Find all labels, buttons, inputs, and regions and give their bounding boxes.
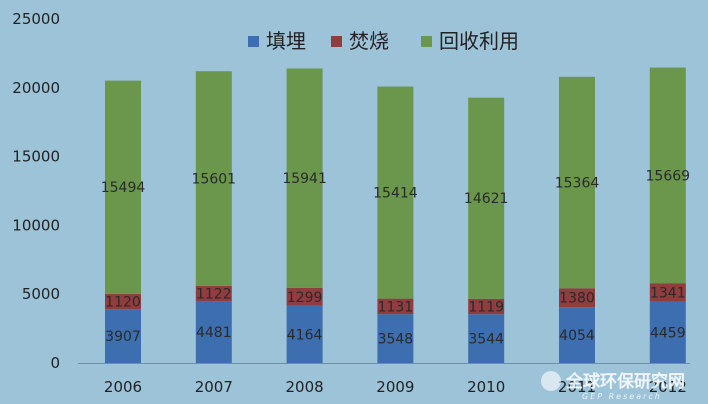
data-label: 15414 (373, 186, 418, 202)
x-axis: 2006 2007 2008 2009 2010 2011 2012 (78, 363, 690, 396)
bar-segment (286, 305, 323, 363)
legend-label: 焚烧 (349, 29, 389, 53)
x-tick-label: 2007 (195, 378, 233, 396)
bar-segment (286, 287, 323, 306)
x-tick-label: 2010 (467, 378, 505, 396)
watermark-subtext: GEP Research (582, 392, 662, 401)
data-label: 15941 (282, 171, 327, 187)
data-label: 1299 (287, 290, 323, 306)
data-label: 3907 (105, 329, 141, 345)
x-tick-label: 2009 (376, 378, 414, 396)
data-label: 1119 (468, 300, 504, 316)
data-label: 15669 (646, 168, 691, 184)
data-label: 4054 (559, 328, 595, 344)
data-label: 15494 (101, 180, 146, 196)
bar-segment (105, 309, 141, 363)
bar-segment (377, 86, 414, 299)
legend-swatch (421, 36, 432, 47)
data-label: 1131 (378, 299, 414, 315)
bar-segment (286, 68, 323, 288)
bar-segment (377, 298, 414, 315)
legend: 填埋 焚烧 回收利用 (248, 29, 519, 53)
data-label: 15601 (192, 172, 237, 188)
bar-segment (195, 301, 232, 363)
x-tick-label: 2011 (558, 378, 596, 396)
bar-segment (468, 298, 505, 315)
y-tick-label: 20000 (12, 79, 60, 97)
data-label: 15364 (555, 176, 600, 192)
bar-segment (105, 293, 141, 310)
data-label: 4459 (650, 325, 686, 341)
x-tick-label: 2006 (104, 378, 142, 396)
data-labels: 3907 1120 15494 4481 1122 15601 4164 1299 15941 3… (101, 168, 690, 347)
legend-label: 填埋 (266, 29, 306, 53)
y-tick-label: 10000 (12, 216, 60, 234)
bar-segment (195, 285, 232, 302)
data-label: 4481 (196, 325, 232, 341)
data-label: 1380 (559, 291, 595, 307)
y-axis: 0 5000 10000 15000 20000 25000 (12, 10, 60, 372)
bar-segment (649, 283, 686, 302)
x-tick-label: 2012 (649, 378, 687, 396)
data-label: 1341 (650, 285, 686, 301)
legend-label: 回收利用 (439, 29, 519, 53)
y-tick-label: 5000 (22, 285, 60, 303)
watermark-logo-icon (541, 371, 561, 391)
data-label: 14621 (464, 191, 509, 207)
legend-swatch (331, 36, 342, 47)
bar-segment (559, 307, 595, 363)
bar-segment (649, 67, 686, 284)
y-tick-label: 25000 (12, 10, 60, 28)
bar-segment (559, 288, 595, 308)
bar-segment (649, 301, 686, 363)
x-tick-label: 2008 (286, 378, 324, 396)
bar-segment (105, 80, 141, 294)
data-label: 3548 (378, 332, 414, 348)
watermark: 全球环保研究网 GEP Research (541, 371, 685, 401)
legend-swatch (248, 36, 259, 47)
y-tick-label: 15000 (12, 148, 60, 166)
bar-segment (559, 76, 595, 289)
data-label: 4164 (287, 327, 323, 343)
bar-segment (468, 314, 505, 363)
bar-segment (377, 314, 414, 363)
bar-segment (195, 71, 232, 286)
bar-segment (468, 97, 505, 299)
y-tick-label: 0 (50, 354, 60, 372)
data-label: 1122 (196, 287, 232, 303)
data-label: 3544 (468, 332, 504, 348)
bars (105, 67, 686, 363)
watermark-text: 全球环保研究网 (565, 371, 685, 392)
data-label: 1120 (105, 295, 141, 311)
